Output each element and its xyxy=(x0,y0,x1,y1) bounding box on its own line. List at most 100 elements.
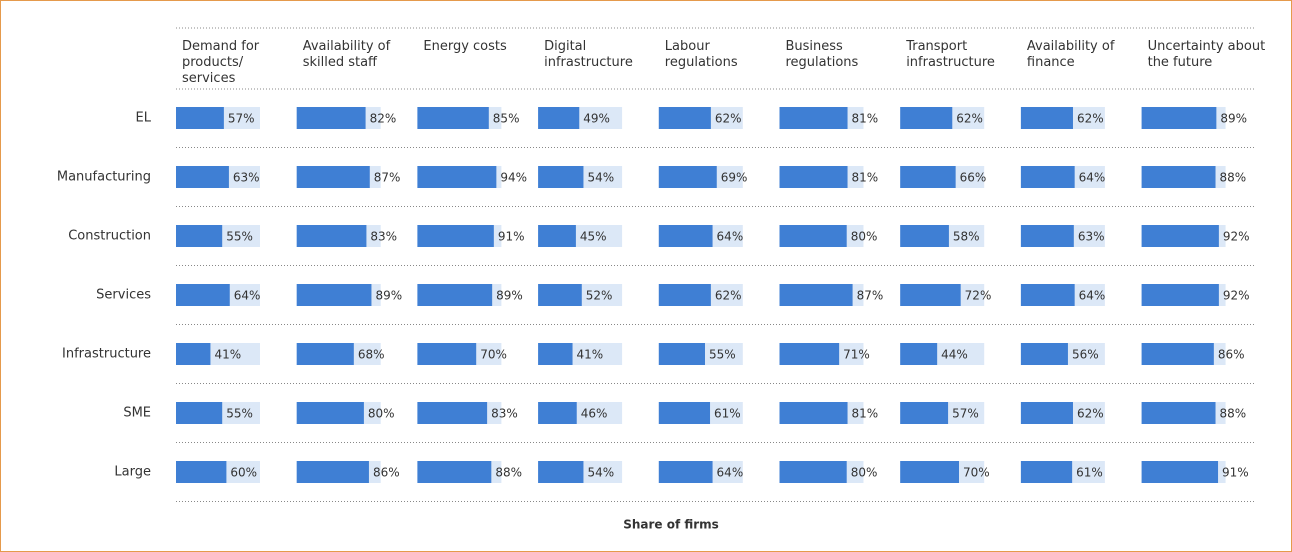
value-label: 62% xyxy=(715,289,742,303)
bar xyxy=(1141,343,1214,365)
value-label: 86% xyxy=(373,466,400,480)
column-header: Transport infrastructure xyxy=(906,39,995,70)
bar xyxy=(1020,461,1073,483)
bar xyxy=(176,343,211,365)
bar xyxy=(1141,284,1219,306)
value-label: 91% xyxy=(1222,466,1249,480)
value-label: 64% xyxy=(1079,289,1106,303)
value-label: 89% xyxy=(1220,112,1247,126)
value-label: 91% xyxy=(498,230,525,244)
value-label: 64% xyxy=(1079,171,1106,185)
value-label: 64% xyxy=(717,466,744,480)
row-label: SME xyxy=(123,406,151,421)
value-label: 85% xyxy=(493,112,520,126)
bar xyxy=(417,284,493,306)
bar xyxy=(1141,402,1216,424)
bar xyxy=(779,107,848,129)
value-label: 81% xyxy=(852,112,879,126)
row-label: Large xyxy=(114,465,151,480)
bar xyxy=(900,402,949,424)
x-axis-label: Share of firms xyxy=(623,518,719,532)
value-label: 68% xyxy=(358,348,385,362)
value-label: 58% xyxy=(953,230,980,244)
column-header: Availability of skilled staff xyxy=(302,39,391,70)
value-label: 92% xyxy=(1223,230,1250,244)
bar xyxy=(538,343,573,365)
bar xyxy=(417,166,497,188)
value-label: 69% xyxy=(721,171,748,185)
bar xyxy=(900,343,938,365)
value-label: 49% xyxy=(583,112,610,126)
bar xyxy=(296,402,364,424)
bar xyxy=(296,343,354,365)
bar xyxy=(417,402,488,424)
value-label: 81% xyxy=(852,407,879,421)
bar xyxy=(176,225,223,247)
bar xyxy=(1020,284,1075,306)
row-label: Infrastructure xyxy=(62,347,151,362)
value-label: 62% xyxy=(1077,112,1104,126)
bar xyxy=(900,166,956,188)
value-label: 94% xyxy=(500,171,527,185)
value-label: 64% xyxy=(234,289,261,303)
column-header: Uncertainty about the future xyxy=(1147,39,1266,70)
value-label: 41% xyxy=(577,348,604,362)
column-header: Labour regulations xyxy=(664,39,738,70)
bar xyxy=(900,225,949,247)
bar xyxy=(1020,107,1073,129)
column-header: Availability of finance xyxy=(1026,39,1115,70)
value-label: 55% xyxy=(226,230,253,244)
bar xyxy=(779,166,848,188)
value-label: 63% xyxy=(1078,230,1105,244)
bar xyxy=(176,402,223,424)
value-label: 57% xyxy=(952,407,979,421)
bar xyxy=(1020,225,1074,247)
column-header: Demand for products/ services xyxy=(182,39,260,86)
bar xyxy=(417,343,477,365)
bar xyxy=(1141,107,1217,129)
bar xyxy=(779,461,847,483)
bar xyxy=(658,343,705,365)
bar xyxy=(176,461,227,483)
value-label: 80% xyxy=(851,230,878,244)
bar xyxy=(779,225,847,247)
bar xyxy=(1141,166,1216,188)
bar xyxy=(1020,402,1073,424)
bar xyxy=(658,461,713,483)
bar xyxy=(538,107,580,129)
bar xyxy=(900,461,959,483)
bar xyxy=(176,107,224,129)
value-label: 87% xyxy=(374,171,401,185)
bar xyxy=(176,166,229,188)
bar xyxy=(658,402,711,424)
value-label: 88% xyxy=(495,466,522,480)
bar xyxy=(658,166,717,188)
column-header: Business regulations xyxy=(785,39,859,70)
value-label: 80% xyxy=(368,407,395,421)
bar xyxy=(417,107,489,129)
row-label: Construction xyxy=(68,229,151,244)
value-label: 64% xyxy=(717,230,744,244)
bar xyxy=(296,284,372,306)
value-label: 80% xyxy=(851,466,878,480)
bar xyxy=(1141,225,1219,247)
value-label: 61% xyxy=(714,407,741,421)
bar xyxy=(658,225,713,247)
value-label: 54% xyxy=(587,466,614,480)
value-label: 87% xyxy=(857,289,884,303)
value-label: 62% xyxy=(1077,407,1104,421)
value-label: 86% xyxy=(1218,348,1245,362)
bar xyxy=(296,225,367,247)
bar xyxy=(1020,343,1068,365)
value-label: 45% xyxy=(580,230,607,244)
bar xyxy=(779,402,848,424)
value-label: 55% xyxy=(709,348,736,362)
bar xyxy=(779,343,840,365)
column-header: Digital infrastructure xyxy=(544,39,633,70)
row-label: EL xyxy=(136,111,152,126)
value-label: 89% xyxy=(375,289,402,303)
row-label: Manufacturing xyxy=(57,170,151,185)
value-label: 57% xyxy=(228,112,255,126)
